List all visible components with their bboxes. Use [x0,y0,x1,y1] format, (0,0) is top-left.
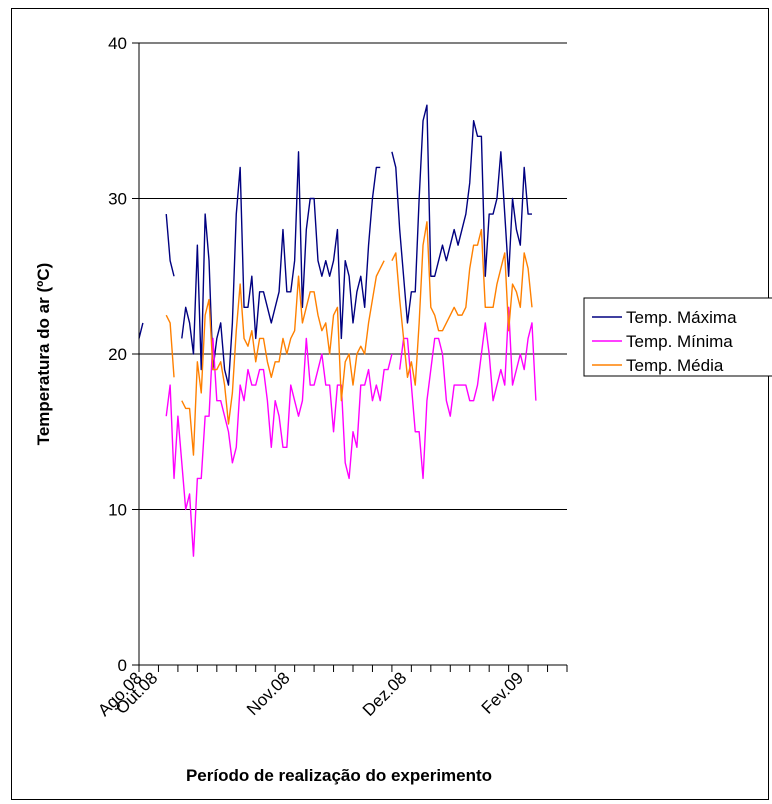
series-line [165,306,537,557]
series-lines [138,104,537,557]
y-tick-label: 10 [108,501,127,520]
series-line [165,221,533,456]
legend-label: Temp. Mínima [626,332,733,351]
legend: Temp. Máxima Temp. Mínima Temp. Média [583,297,772,377]
legend-box [583,297,772,377]
legend-label: Temp. Média [626,356,724,375]
series-line [138,104,532,386]
x-tick-label: Dez.08 [359,668,411,720]
y-axis-title: Temperatura do ar (ºC) [34,263,53,446]
x-axis-title: Período de realização do experimento [186,766,492,785]
chart-frame [11,8,769,800]
x-tick-label: Fev.09 [478,668,527,717]
y-tick-label: 30 [108,190,127,209]
legend-label: Temp. Máxima [626,308,737,327]
y-tick-label: 40 [108,34,127,53]
y-tick-label: 20 [108,345,127,364]
x-tick-label: Nov.08 [243,668,294,719]
y-tick-label: 0 [118,656,127,675]
gridlines [139,42,567,510]
